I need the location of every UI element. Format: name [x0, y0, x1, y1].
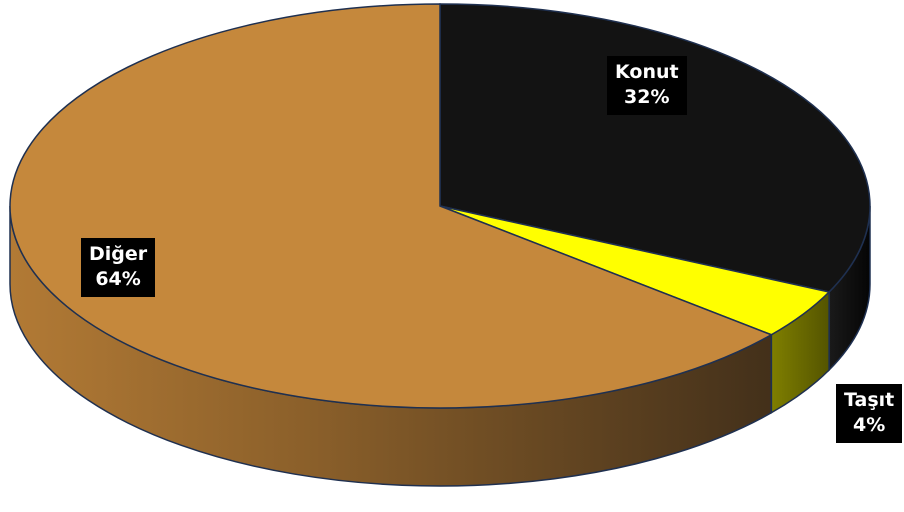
slice-name-diger: Diğer: [89, 243, 148, 265]
slice-name-konut: Konut: [615, 61, 679, 83]
slice-percent-konut: 32%: [624, 86, 670, 108]
slice-percent-tasit: 4%: [852, 414, 886, 436]
data-label-tasit: Taşıt 4%: [836, 384, 903, 443]
data-label-diger: Diğer 64%: [81, 238, 156, 297]
pie-slice-diger: [9, 3, 774, 409]
slice-name-tasit: Taşıt: [844, 389, 895, 411]
pie-tops: [9, 3, 871, 409]
pie-sides: [9, 205, 871, 487]
pie-slice-konut: [439, 3, 871, 293]
slice-percent-diger: 64%: [95, 268, 141, 290]
data-label-konut: Konut 32%: [607, 56, 687, 115]
